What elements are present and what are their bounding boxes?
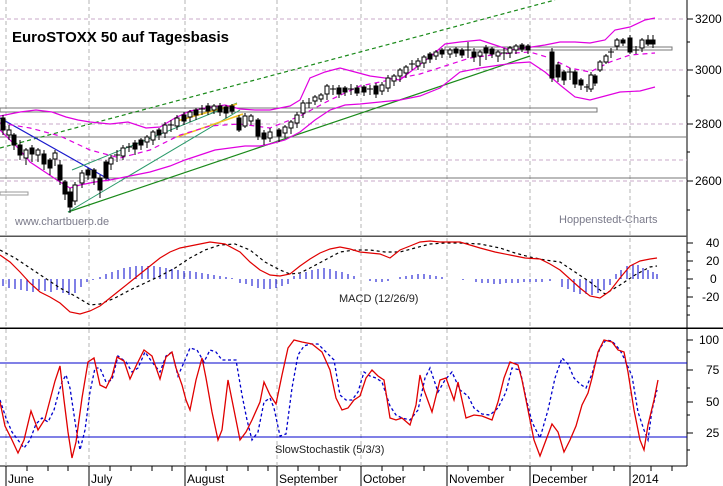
macd-signal-line — [0, 242, 658, 306]
upper-channel-dashed — [0, 0, 556, 149]
month-label-october: October — [363, 472, 406, 486]
month-label-august: August — [187, 472, 225, 486]
watermark-left: www.chartbuero.de — [15, 216, 110, 228]
bollinger-upper — [0, 17, 656, 129]
bottom-axis-ticks — [5, 466, 673, 486]
month-gridlines — [5, 0, 631, 466]
month-label-july: July — [91, 472, 113, 486]
macd-histogram — [2, 264, 658, 295]
stoch-tick-75: 75 — [706, 363, 720, 377]
month-label-june: June — [8, 472, 35, 486]
bollinger-lower — [0, 61, 656, 189]
stoch-label: SlowStochastik (5/3/3) — [275, 444, 385, 456]
macd-tick-20: 20 — [706, 254, 720, 268]
stoch-levels — [0, 362, 687, 438]
month-label-september: September — [279, 472, 338, 486]
stoch-d-line — [0, 339, 658, 451]
candlesticks — [0, 35, 656, 213]
macd-line — [0, 240, 658, 315]
macd-tick-40: 40 — [706, 236, 720, 250]
month-label-2014: 2014 — [632, 472, 659, 486]
stoch-tick-100: 100 — [699, 333, 720, 347]
stoch-tick-25: 25 — [706, 426, 720, 440]
price-tick-2600: 2600 — [695, 174, 722, 188]
channel-low — [67, 109, 241, 213]
stoch-lines — [0, 339, 659, 459]
stoch-k-line — [0, 339, 659, 459]
macd-lines — [0, 240, 658, 315]
support-resistance-lines — [0, 46, 687, 196]
macd-tick-neg20: -20 — [702, 290, 720, 304]
month-label-november: November — [449, 472, 505, 486]
macd-label: MACD (12/26/9) — [339, 293, 419, 305]
right-axis-ticks — [687, 18, 693, 451]
month-label-december: December — [532, 472, 588, 486]
macd-tick-0: 0 — [710, 272, 717, 286]
watermark-right: Hoppenstedt-Charts — [559, 214, 658, 226]
price-tick-3200: 3200 — [695, 12, 722, 26]
stoch-tick-50: 50 — [706, 395, 720, 409]
chart-title: EuroSTOXX 50 auf Tagesbasis — [12, 29, 230, 46]
price-tick-3000: 3000 — [695, 63, 722, 77]
long-term-uptrend — [67, 55, 531, 213]
price-tick-2800: 2800 — [695, 117, 722, 131]
